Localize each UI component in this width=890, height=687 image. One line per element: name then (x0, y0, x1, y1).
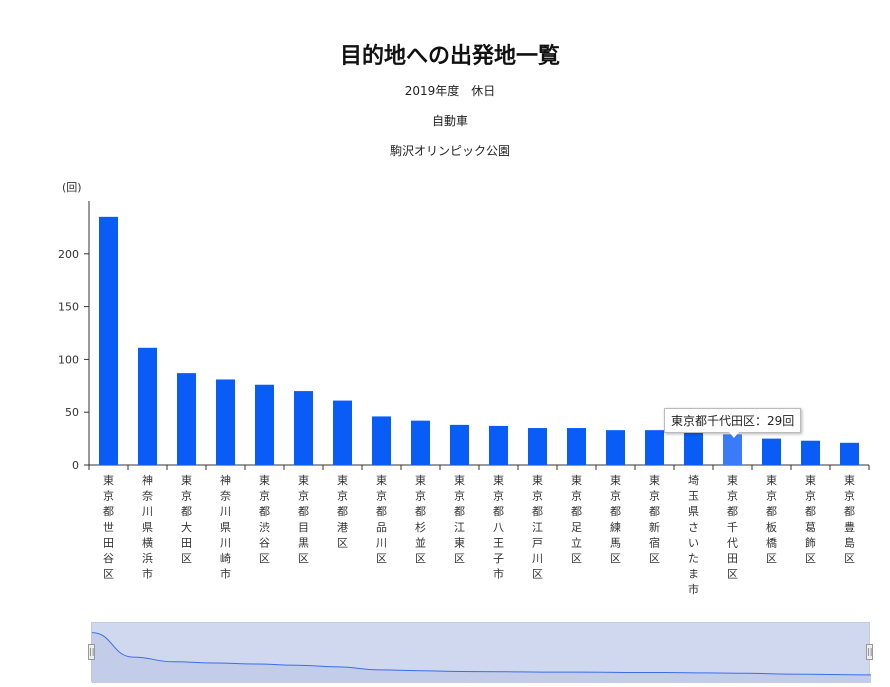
bar (840, 442, 859, 465)
x-tick-label: 東京都板橋区 (766, 474, 777, 565)
x-tick-label: 東京都練馬区 (610, 474, 621, 565)
x-tick-label: 埼玉県さいたま市 (688, 473, 699, 596)
x-tick-label: 神奈川県川崎市 (220, 473, 231, 581)
chart-subtitle-place: 駒沢オリンピック公園 (389, 144, 510, 158)
x-tick-label: 東京都渋谷区 (259, 474, 270, 565)
y-tick-label: 50 (65, 406, 79, 419)
y-tick-label: 150 (58, 301, 79, 314)
bar (801, 440, 820, 465)
x-tick-label: 東京都品川区 (376, 474, 387, 565)
x-tick-label: 東京都八王子市 (493, 474, 504, 581)
datazoom-handle-left[interactable]: || (88, 644, 95, 660)
x-tick-label: 東京都江戸川区 (532, 474, 543, 581)
datazoom-preview-line (92, 632, 871, 676)
y-tick-label: 0 (72, 459, 79, 472)
bar (333, 400, 352, 465)
chart-subtitle-year: 2019年度 休日 (404, 84, 496, 98)
tooltip: 東京都千代田区：29回 (664, 408, 802, 433)
bar (255, 384, 274, 465)
bar (489, 425, 508, 465)
bar (645, 430, 664, 465)
tooltip-arrow (729, 432, 739, 438)
x-tick-label: 東京都足立区 (571, 474, 582, 565)
x-tick-label: 東京都新宿区 (649, 474, 660, 565)
x-tick-label: 東京都豊島区 (844, 474, 855, 565)
bar (99, 216, 118, 465)
bar (138, 347, 157, 465)
x-tick-label: 東京都世田谷区 (103, 474, 114, 581)
x-tick-label: 東京都大田区 (181, 474, 192, 565)
x-tick-label: 東京都葛飾区 (805, 474, 816, 565)
bar (216, 379, 235, 465)
bar (411, 420, 430, 465)
x-tick-label: 神奈川県横浜市 (142, 473, 153, 581)
x-tick-label: 東京都目黒区 (298, 474, 309, 565)
x-tick-label: 東京都港区 (337, 474, 348, 549)
datazoom-slider[interactable] (91, 622, 871, 683)
y-tick-label: 100 (58, 353, 79, 366)
bar-chart: (回) 0 50 100 150 200 東京都世田谷区 神奈川県横浜市 東京都大田区 神奈川県川… (58, 181, 870, 596)
bar (450, 424, 469, 465)
bar (606, 430, 625, 465)
x-tick-label: 東京都千代田区 (727, 474, 738, 581)
bar (684, 432, 703, 465)
bar (528, 428, 547, 465)
datazoom-preview (92, 632, 871, 683)
bar (177, 373, 196, 465)
bar (567, 428, 586, 465)
datazoom-preview-area (92, 632, 871, 683)
bar (372, 416, 391, 465)
datazoom-handle-right[interactable]: || (866, 644, 873, 660)
bar (723, 434, 742, 465)
x-tick-label: 東京都杉並区 (415, 474, 426, 565)
chart-subtitle-mode: 自動車 (431, 114, 468, 128)
bar (294, 391, 313, 465)
y-axis-label: (回) (62, 181, 82, 194)
bar (762, 438, 781, 465)
chart-title: 目的地への出発地一覧 (339, 44, 560, 69)
x-tick-label: 東京都江東区 (454, 474, 465, 565)
y-tick-label: 200 (58, 248, 79, 261)
